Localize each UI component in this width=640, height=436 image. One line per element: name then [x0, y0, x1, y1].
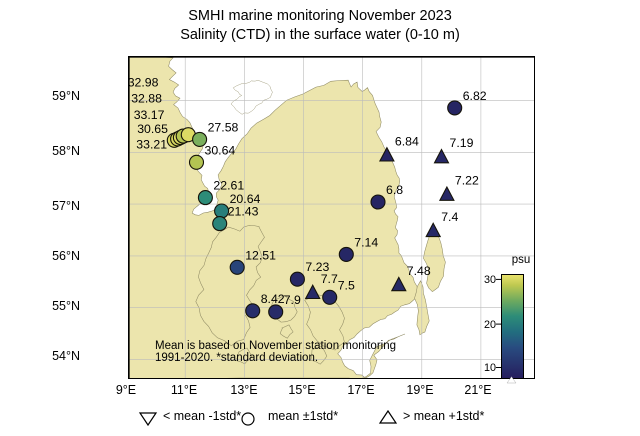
svg-text:30.64: 30.64: [205, 143, 236, 157]
svg-text:22.61: 22.61: [213, 179, 244, 193]
svg-text:7.7: 7.7: [321, 272, 338, 286]
svg-text:32.98: 32.98: [128, 75, 159, 89]
svg-text:21.43: 21.43: [228, 205, 259, 219]
svg-text:30.65: 30.65: [137, 122, 168, 136]
svg-text:32.88: 32.88: [131, 92, 162, 106]
svg-text:7.5: 7.5: [338, 278, 355, 292]
svg-text:33.17: 33.17: [134, 108, 165, 122]
svg-text:8.42: 8.42: [261, 292, 285, 306]
svg-text:7.9: 7.9: [284, 293, 301, 307]
svg-text:7.4: 7.4: [441, 210, 458, 224]
svg-text:6.8: 6.8: [386, 183, 403, 197]
svg-text:7.48: 7.48: [407, 264, 431, 278]
svg-text:12.51: 12.51: [245, 248, 276, 262]
svg-text:7.19: 7.19: [450, 136, 474, 150]
svg-text:7.14: 7.14: [354, 235, 378, 249]
svg-text:7.22: 7.22: [455, 174, 479, 188]
svg-text:27.58: 27.58: [208, 120, 239, 134]
svg-text:6.84: 6.84: [395, 134, 419, 148]
svg-text:33.21: 33.21: [136, 137, 167, 151]
svg-text:6.82: 6.82: [463, 89, 487, 103]
